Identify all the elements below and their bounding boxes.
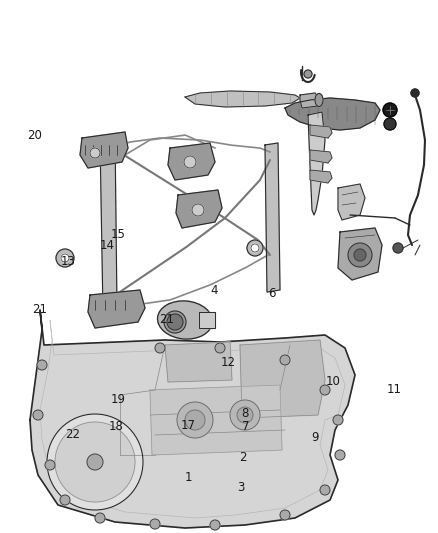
- Polygon shape: [310, 150, 332, 163]
- Polygon shape: [265, 143, 280, 292]
- Text: 7: 7: [241, 420, 249, 433]
- Text: 14: 14: [100, 239, 115, 252]
- Circle shape: [210, 520, 220, 530]
- Circle shape: [384, 118, 396, 130]
- Circle shape: [192, 204, 204, 216]
- Polygon shape: [165, 342, 232, 382]
- Text: 3: 3: [237, 481, 244, 494]
- Text: 13: 13: [60, 255, 75, 268]
- Circle shape: [348, 243, 372, 267]
- Polygon shape: [300, 93, 320, 108]
- Circle shape: [383, 103, 397, 117]
- Ellipse shape: [158, 301, 212, 339]
- Text: 18: 18: [109, 420, 124, 433]
- Text: 20: 20: [27, 130, 42, 142]
- Circle shape: [56, 249, 74, 267]
- Circle shape: [304, 70, 312, 78]
- Text: 19: 19: [111, 393, 126, 406]
- Circle shape: [411, 89, 419, 97]
- Text: 21: 21: [32, 303, 47, 316]
- Text: 17: 17: [181, 419, 196, 432]
- Circle shape: [87, 454, 103, 470]
- Circle shape: [33, 410, 43, 420]
- Circle shape: [333, 415, 343, 425]
- Circle shape: [230, 400, 260, 430]
- Text: 12: 12: [220, 356, 235, 369]
- Polygon shape: [80, 132, 128, 168]
- Polygon shape: [308, 112, 325, 215]
- Polygon shape: [240, 340, 325, 418]
- Circle shape: [251, 244, 259, 252]
- Polygon shape: [176, 190, 222, 228]
- Circle shape: [61, 254, 69, 262]
- Circle shape: [185, 410, 205, 430]
- Text: 21: 21: [159, 313, 174, 326]
- Polygon shape: [310, 170, 332, 183]
- Text: 10: 10: [325, 375, 340, 387]
- Polygon shape: [30, 310, 355, 528]
- Circle shape: [37, 360, 47, 370]
- Circle shape: [184, 156, 196, 168]
- Circle shape: [320, 485, 330, 495]
- Ellipse shape: [315, 93, 323, 107]
- Polygon shape: [310, 125, 332, 138]
- Text: 11: 11: [387, 383, 402, 395]
- Polygon shape: [199, 312, 215, 328]
- Polygon shape: [185, 91, 300, 107]
- Circle shape: [335, 450, 345, 460]
- Circle shape: [280, 355, 290, 365]
- Circle shape: [354, 249, 366, 261]
- Circle shape: [45, 460, 55, 470]
- Circle shape: [237, 407, 253, 423]
- Circle shape: [150, 519, 160, 529]
- Circle shape: [55, 422, 135, 502]
- Polygon shape: [285, 98, 380, 130]
- Circle shape: [60, 495, 70, 505]
- Circle shape: [215, 343, 225, 353]
- Text: 2: 2: [239, 451, 247, 464]
- Polygon shape: [100, 135, 117, 312]
- Text: 6: 6: [268, 287, 276, 300]
- Circle shape: [247, 240, 263, 256]
- Text: 4: 4: [211, 284, 219, 297]
- Polygon shape: [338, 228, 382, 280]
- Circle shape: [90, 148, 100, 158]
- Polygon shape: [150, 385, 282, 455]
- Text: 8: 8: [242, 407, 249, 419]
- Polygon shape: [88, 290, 145, 328]
- Circle shape: [177, 402, 213, 438]
- Circle shape: [280, 510, 290, 520]
- Circle shape: [167, 314, 183, 330]
- Text: 22: 22: [65, 428, 80, 441]
- Polygon shape: [168, 143, 215, 180]
- Circle shape: [47, 414, 143, 510]
- Circle shape: [155, 343, 165, 353]
- Circle shape: [393, 243, 403, 253]
- Circle shape: [95, 513, 105, 523]
- Text: 1: 1: [184, 471, 192, 483]
- Ellipse shape: [164, 311, 186, 333]
- Circle shape: [320, 385, 330, 395]
- Text: 9: 9: [311, 431, 319, 443]
- Polygon shape: [338, 184, 365, 220]
- Text: 15: 15: [111, 228, 126, 241]
